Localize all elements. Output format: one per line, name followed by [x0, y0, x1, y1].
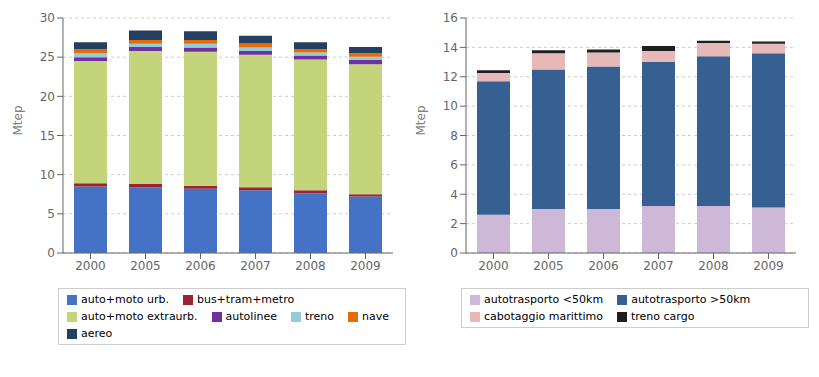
svg-text:2005: 2005 — [130, 259, 161, 273]
html-text:treno: treno — [305, 310, 334, 323]
svg-text:5: 5 — [47, 207, 55, 221]
svg-text:14: 14 — [443, 41, 458, 55]
svg-text:16: 16 — [443, 11, 458, 25]
svg-text:2007: 2007 — [643, 259, 674, 273]
html-text:nave: nave — [362, 310, 389, 323]
svg-text:2007: 2007 — [240, 259, 271, 273]
html-text:cabotaggio marittimo: cabotaggio marittimo — [484, 310, 603, 323]
svg-text:2009: 2009 — [753, 259, 784, 273]
svg-text:12: 12 — [443, 70, 458, 84]
html-text:bus+tram+metro: bus+tram+metro — [196, 293, 295, 306]
svg-text:30: 30 — [40, 11, 55, 25]
html-text:autotrasporto >50km: autotrasporto >50km — [631, 293, 751, 306]
html-text:auto+moto extraurb.: auto+moto extraurb. — [81, 310, 198, 323]
svg-text:2: 2 — [450, 217, 458, 231]
svg-text:2000: 2000 — [478, 259, 509, 273]
svg-text:2006: 2006 — [185, 259, 216, 273]
svg-text:10: 10 — [443, 99, 458, 113]
html-text:treno cargo: treno cargo — [631, 310, 695, 323]
html-text:aereo: aereo — [81, 327, 113, 340]
svg-text:25: 25 — [40, 50, 55, 64]
svg-text:2009: 2009 — [350, 259, 381, 273]
svg-text:20: 20 — [40, 90, 55, 104]
svg-text:8: 8 — [450, 129, 458, 143]
svg-text:15: 15 — [40, 129, 55, 143]
svg-text:2005: 2005 — [533, 259, 564, 273]
html-text:autotrasporto <50km: autotrasporto <50km — [484, 293, 604, 306]
svg-text:0: 0 — [47, 246, 55, 260]
html-text:autolinee: autolinee — [225, 310, 277, 323]
svg-text:6: 6 — [450, 158, 458, 172]
svg-text:2000: 2000 — [75, 259, 106, 273]
svg-text:10: 10 — [40, 168, 55, 182]
html-text:auto+moto urb.: auto+moto urb. — [81, 293, 169, 306]
svg-text:Mtep: Mtep — [11, 105, 25, 135]
svg-text:4: 4 — [450, 188, 458, 202]
svg-text:Mtep: Mtep — [414, 105, 428, 135]
svg-text:2008: 2008 — [295, 259, 326, 273]
svg-text:2008: 2008 — [698, 259, 729, 273]
svg-text:0: 0 — [450, 246, 458, 260]
svg-text:2006: 2006 — [588, 259, 619, 273]
